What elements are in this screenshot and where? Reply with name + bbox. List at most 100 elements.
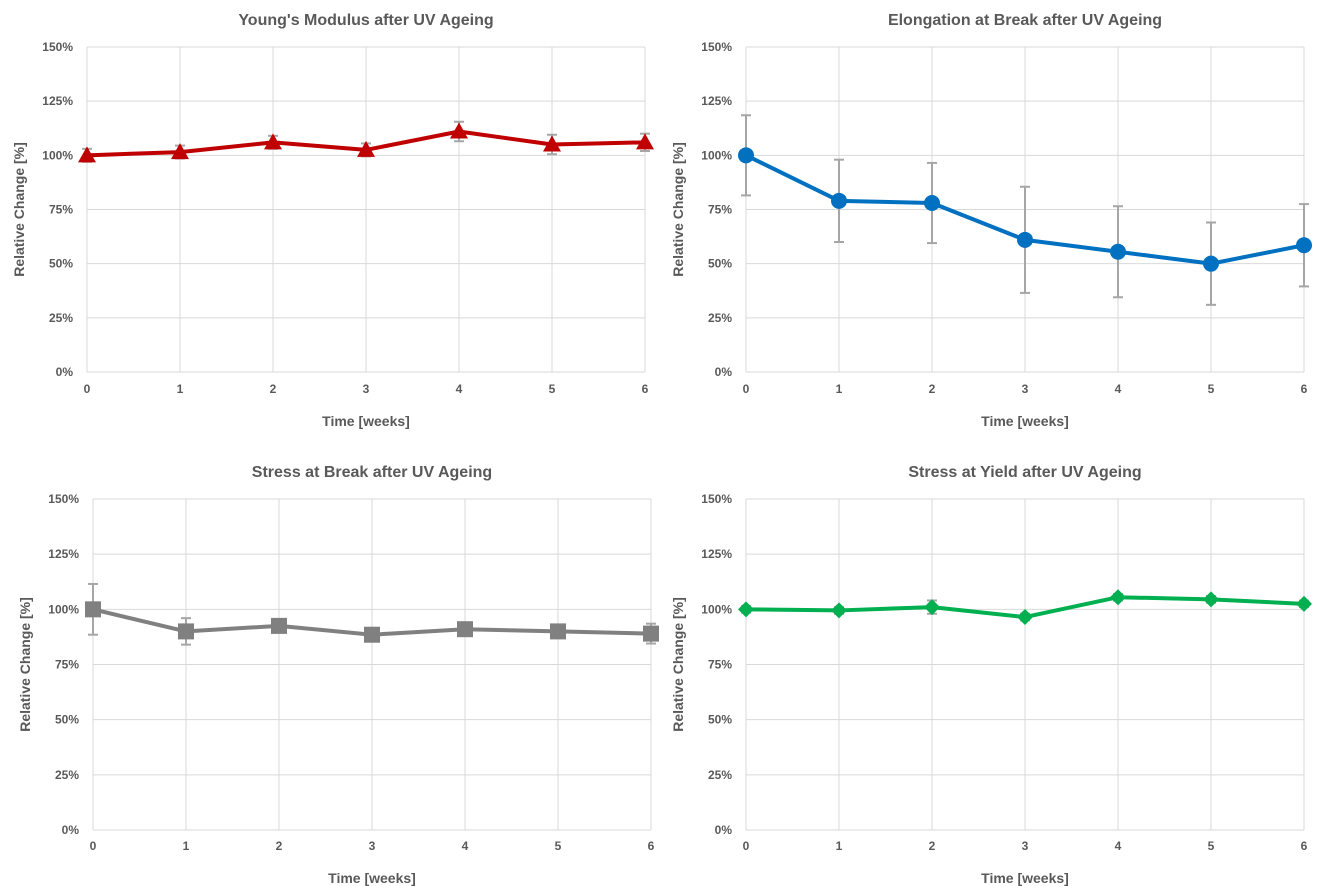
y-tick-label: 25%: [49, 311, 73, 325]
x-tick-label: 6: [1301, 382, 1308, 396]
data-point-0: [738, 147, 754, 164]
y-tick-label: 25%: [708, 311, 732, 325]
data-point-0: [85, 601, 101, 618]
data-point-6: [1296, 595, 1312, 612]
chart-svg: Young's Modulus after UV Ageing 0% 25% 50% 7…: [11, 12, 654, 429]
data-point-5: [1203, 591, 1219, 608]
y-tick-label: 25%: [708, 768, 732, 782]
chart-title: Young's Modulus after UV Ageing: [238, 12, 493, 29]
y-axis-label: Relative Change [%]: [670, 597, 686, 732]
x-tick-label: 0: [743, 382, 750, 396]
data-point-0: [78, 146, 96, 163]
y-tick-label: 50%: [708, 257, 732, 271]
data-point-2: [271, 617, 287, 634]
y-tick-label: 0%: [715, 823, 733, 837]
data-point-4: [457, 621, 473, 638]
chart-title: Elongation at Break after UV Ageing: [888, 12, 1162, 29]
x-tick-label: 5: [1208, 839, 1215, 853]
x-tick-label: 4: [1115, 382, 1122, 396]
x-axis-label: Time [weeks]: [981, 870, 1069, 886]
data-point-0: [738, 601, 754, 618]
y-tick-label: 0%: [62, 823, 80, 837]
x-tick-label: 2: [929, 382, 936, 396]
series: [738, 589, 1312, 626]
x-tick-label: 3: [1022, 839, 1029, 853]
y-axis-label: Relative Change [%]: [17, 597, 33, 732]
y-axis-label: Relative Change [%]: [11, 142, 27, 277]
x-tick-label: 3: [369, 839, 376, 853]
data-point-5: [1203, 255, 1219, 272]
chart-svg: Stress at Break after UV Ageing 0% 25% 50% 7…: [17, 464, 659, 886]
chart-svg: Elongation at Break after UV Ageing 0% 25%…: [670, 12, 1312, 429]
x-tick-label: 2: [270, 382, 277, 396]
x-axis-label: Time [weeks]: [328, 870, 416, 886]
chart-youngs-modulus: Young's Modulus after UV Ageing 0% 25% 50% 7…: [0, 0, 659, 443]
y-axis-label: Relative Change [%]: [670, 142, 686, 277]
y-tick-label: 150%: [48, 492, 79, 506]
data-point-3: [1017, 609, 1033, 626]
x-tick-label: 0: [743, 839, 750, 853]
chart-title: Stress at Yield after UV Ageing: [908, 464, 1141, 481]
x-tick-label: 1: [177, 382, 184, 396]
data-point-2: [264, 133, 282, 150]
y-tick-label: 150%: [701, 40, 732, 54]
y-tick-label: 125%: [701, 547, 732, 561]
y-tick-label: 0%: [56, 365, 74, 379]
data-point-6: [1296, 237, 1312, 254]
x-tick-label: 2: [929, 839, 936, 853]
x-axis-label: Time [weeks]: [981, 413, 1069, 429]
y-tick-label: 125%: [701, 94, 732, 108]
x-tick-label: 5: [1208, 382, 1215, 396]
x-tick-label: 1: [836, 839, 843, 853]
y-tick-label: 50%: [49, 257, 73, 271]
x-tick-label: 6: [648, 839, 655, 853]
data-point-1: [178, 623, 194, 640]
y-tick-label: 150%: [42, 40, 73, 54]
y-tick-label: 100%: [48, 602, 79, 616]
x-tick-label: 0: [90, 839, 97, 853]
y-tick-label: 100%: [701, 602, 732, 616]
x-tick-label: 4: [1115, 839, 1122, 853]
data-point-2: [924, 599, 940, 616]
chart-stress-at-yield: Stress at Yield after UV Ageing 0% 25% 50% 7…: [659, 443, 1318, 886]
chart-stress-at-break: Stress at Break after UV Ageing 0% 25% 50% 7…: [0, 443, 659, 886]
chart-svg: Stress at Yield after UV Ageing 0% 25% 50% 7…: [670, 464, 1312, 886]
y-tick-label: 50%: [708, 713, 732, 727]
x-tick-label: 3: [363, 382, 370, 396]
x-tick-label: 3: [1022, 382, 1029, 396]
data-point-2: [924, 195, 940, 211]
data-point-3: [1017, 231, 1033, 248]
y-tick-label: 50%: [55, 713, 79, 727]
y-tick-label: 75%: [49, 203, 73, 217]
series: [85, 582, 659, 646]
y-tick-label: 75%: [708, 658, 732, 672]
y-tick-label: 75%: [55, 658, 79, 672]
y-tick-label: 150%: [701, 492, 732, 506]
data-point-4: [1110, 589, 1126, 606]
x-tick-label: 4: [456, 382, 463, 396]
x-tick-label: 0: [84, 382, 91, 396]
data-point-4: [450, 122, 468, 139]
x-tick-label: 5: [549, 382, 556, 396]
x-tick-label: 6: [1301, 839, 1308, 853]
y-tick-label: 125%: [42, 94, 73, 108]
data-point-3: [364, 626, 380, 643]
chart-elongation-at-break: Elongation at Break after UV Ageing 0% 25%…: [659, 0, 1318, 443]
y-tick-label: 100%: [701, 148, 732, 162]
data-point-5: [550, 623, 566, 640]
x-tick-label: 6: [642, 382, 649, 396]
y-tick-label: 75%: [708, 203, 732, 217]
data-point-4: [1110, 243, 1126, 260]
x-tick-label: 1: [836, 382, 843, 396]
y-tick-label: 125%: [48, 547, 79, 561]
x-tick-label: 4: [462, 839, 469, 853]
data-point-5: [543, 135, 561, 152]
data-point-1: [831, 602, 847, 619]
data-point-1: [171, 143, 189, 160]
y-tick-label: 100%: [42, 148, 73, 162]
data-point-1: [831, 192, 847, 209]
gridlines: [92, 498, 652, 831]
x-axis-label: Time [weeks]: [322, 413, 410, 429]
x-tick-label: 5: [555, 839, 562, 853]
gridlines: [745, 498, 1305, 831]
